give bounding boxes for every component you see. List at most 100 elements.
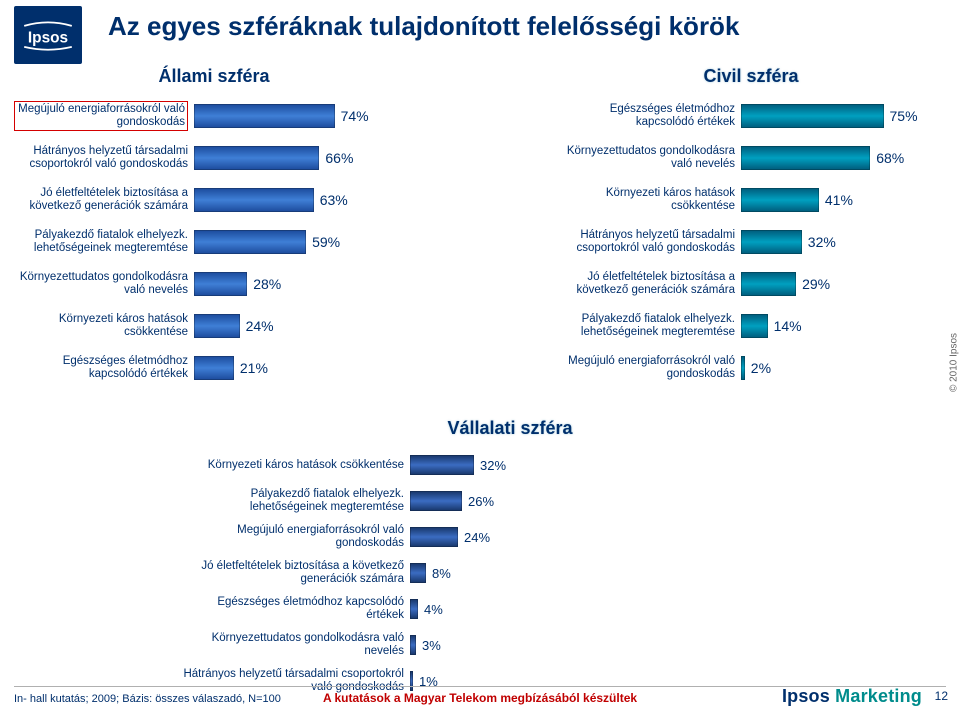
bar-track: 74% — [194, 104, 414, 128]
row-label: Környezeti káros hatások csökkentése — [180, 459, 410, 472]
row-label: Környezettudatos gondolkodásra való neve… — [556, 145, 741, 171]
rows-allami: Megújuló energiaforrásokról való gondosk… — [14, 95, 414, 389]
bar-value: 74% — [341, 108, 369, 124]
rows-vallalati: Környezeti káros hatások csökkentése 32% P… — [180, 447, 680, 699]
row-label: Pályakezdő fiatalok elhelyezk. lehetőség… — [180, 488, 410, 514]
bar-value: 2% — [751, 360, 771, 376]
bar-value: 14% — [774, 318, 802, 334]
sphere-civil: Civil szféra Egészséges életmódhoz kapcs… — [556, 66, 946, 389]
bar-value: 41% — [825, 192, 853, 208]
bar-track: 24% — [194, 314, 414, 338]
sphere-title-vallalati: Vállalati szféra — [340, 418, 680, 439]
bar-value: 59% — [312, 234, 340, 250]
row-label: Környezeti káros hatások csökkentése — [556, 187, 741, 213]
chart-row: Egészséges életmódhoz kapcsolódó értékek… — [180, 591, 680, 627]
bar — [410, 671, 413, 691]
bar-value: 32% — [480, 458, 506, 473]
bar-value: 63% — [320, 192, 348, 208]
bar-track: 66% — [194, 146, 414, 170]
bar — [741, 104, 884, 128]
row-label: Környezeti káros hatások csökkentése — [14, 313, 194, 339]
bar-track: 8% — [410, 563, 680, 583]
row-label: Megújuló energiaforrásokról való gondosk… — [14, 101, 194, 131]
bar — [741, 146, 870, 170]
row-label: Megújuló energiaforrásokról való gondosk… — [180, 524, 410, 550]
bar-track: 24% — [410, 527, 680, 547]
bar — [194, 188, 314, 212]
bar-track: 41% — [741, 188, 946, 212]
row-label: Jó életfeltételek biztosítása a következ… — [14, 187, 194, 213]
highlighted-label: Megújuló energiaforrásokról való gondosk… — [14, 101, 188, 131]
chart-row: Megújuló energiaforrásokról való gondosk… — [556, 347, 946, 389]
row-label: Pályakezdő fiatalok elhelyezk. lehetőség… — [556, 313, 741, 339]
bar-value: 28% — [253, 276, 281, 292]
sphere-allami: Állami szféra Megújuló energiaforrásokró… — [14, 66, 414, 389]
chart-row: Megújuló energiaforrásokról való gondosk… — [180, 519, 680, 555]
brand-ipsos: Ipsos — [782, 686, 830, 706]
bar — [194, 272, 247, 296]
page-number: 12 — [935, 689, 948, 703]
bar — [194, 146, 319, 170]
row-label: Jó életfeltételek biztosítása a következ… — [556, 271, 741, 297]
bar-value: 66% — [325, 150, 353, 166]
row-label: Jó életfeltételek biztosítása a következ… — [180, 560, 410, 586]
chart-row: Pályakezdő fiatalok elhelyezk. lehetőség… — [14, 221, 414, 263]
bar-value: 8% — [432, 566, 451, 581]
chart-row: Környezettudatos gondolkodásra való neve… — [556, 137, 946, 179]
bar-track: 2% — [741, 356, 946, 380]
row-label: Egészséges életmódhoz kapcsolódó értékek — [556, 103, 741, 129]
bar-track: 28% — [194, 272, 414, 296]
bar — [194, 104, 335, 128]
chart-row: Hátrányos helyzetű társadalmi csoportokr… — [556, 221, 946, 263]
chart-row: Hátrányos helyzetű társadalmi csoportokr… — [14, 137, 414, 179]
bar-value: 21% — [240, 360, 268, 376]
chart-row: Pályakezdő fiatalok elhelyezk. lehetőség… — [556, 305, 946, 347]
bar-value: 68% — [876, 150, 904, 166]
logo-text: Ipsos — [28, 30, 68, 47]
bar-value: 24% — [246, 318, 274, 334]
bar — [410, 491, 462, 511]
bar — [741, 356, 745, 380]
row-label: Hátrányos helyzetű társadalmi csoportokr… — [180, 668, 410, 694]
sphere-title-civil: Civil szféra — [556, 66, 946, 87]
row-label: Megújuló energiaforrásokról való gondosk… — [556, 355, 741, 381]
bar-track: 75% — [741, 104, 946, 128]
bar-track: 32% — [741, 230, 946, 254]
bar-track: 4% — [410, 599, 680, 619]
chart-row: Egészséges életmódhoz kapcsolódó értékek… — [556, 95, 946, 137]
bar — [741, 314, 768, 338]
bar-track: 26% — [410, 491, 680, 511]
chart-row: Jó életfeltételek biztosítása a következ… — [180, 555, 680, 591]
bar — [410, 635, 416, 655]
bar-value: 4% — [424, 602, 443, 617]
chart-row: Környezettudatos gondolkodásra való neve… — [180, 627, 680, 663]
chart-row: Pályakezdő fiatalok elhelyezk. lehetőség… — [180, 483, 680, 519]
sphere-vallalati: Vállalati szféra Környezeti káros hatáso… — [180, 418, 680, 699]
bar — [194, 314, 240, 338]
brand-marketing: Marketing — [835, 686, 922, 706]
bar-track: 68% — [741, 146, 946, 170]
bar — [194, 230, 306, 254]
chart-row: Környezeti káros hatások csökkentése 24% — [14, 305, 414, 347]
bar-track: 14% — [741, 314, 946, 338]
bar-track: 1% — [410, 671, 680, 691]
row-label: Hátrányos helyzetű társadalmi csoportokr… — [556, 229, 741, 255]
bar-track: 32% — [410, 455, 680, 475]
chart-row: Környezettudatos gondolkodásra való neve… — [14, 263, 414, 305]
chart-row: Jó életfeltételek biztosítása a következ… — [14, 179, 414, 221]
bar — [410, 455, 474, 475]
row-label: Környezettudatos gondolkodásra való neve… — [180, 632, 410, 658]
bar-track: 29% — [741, 272, 946, 296]
ipsos-marketing-logo: Ipsos Marketing — [782, 686, 922, 707]
bar-value: 75% — [890, 108, 918, 124]
row-label: Hátrányos helyzetű társadalmi csoportokr… — [14, 145, 194, 171]
bar — [741, 188, 819, 212]
ipsos-logo: Ipsos — [14, 6, 82, 64]
row-label: Pályakezdő fiatalok elhelyezk. lehetőség… — [14, 229, 194, 255]
bar — [410, 527, 458, 547]
bar-value: 24% — [464, 530, 490, 545]
row-label: Környezettudatos gondolkodásra való neve… — [14, 271, 194, 297]
chart-row: Jó életfeltételek biztosítása a következ… — [556, 263, 946, 305]
bar-track: 63% — [194, 188, 414, 212]
sphere-title-allami: Állami szféra — [14, 66, 414, 87]
